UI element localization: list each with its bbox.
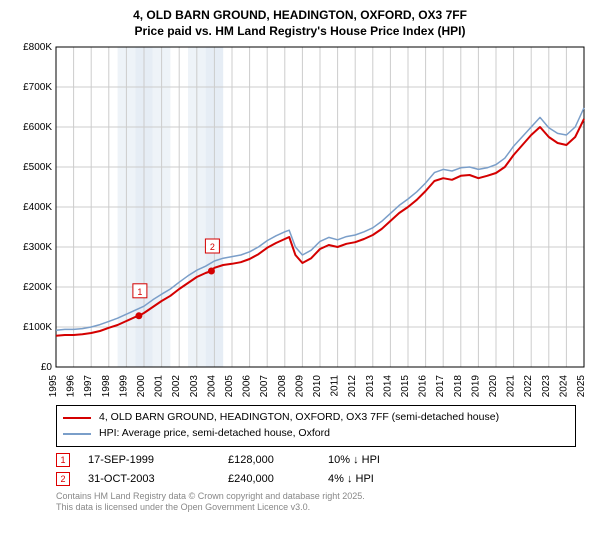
svg-text:£200K: £200K <box>23 282 52 293</box>
svg-text:2024: 2024 <box>558 375 569 398</box>
svg-text:2012: 2012 <box>347 375 358 398</box>
svg-text:2018: 2018 <box>453 375 464 398</box>
svg-text:2002: 2002 <box>171 375 182 398</box>
svg-text:2017: 2017 <box>435 375 446 398</box>
svg-text:£400K: £400K <box>23 202 52 213</box>
svg-text:1995: 1995 <box>48 375 59 398</box>
marker-pct: 10% ↓ HPI <box>328 454 448 466</box>
svg-text:2011: 2011 <box>330 375 341 397</box>
svg-text:2020: 2020 <box>488 375 499 398</box>
svg-text:2006: 2006 <box>242 375 253 398</box>
svg-text:£600K: £600K <box>23 122 52 133</box>
marker-price: £128,000 <box>228 454 328 466</box>
legend-item: 4, OLD BARN GROUND, HEADINGTON, OXFORD, … <box>63 410 569 426</box>
legend-swatch <box>63 433 91 435</box>
title-line-1: 4, OLD BARN GROUND, HEADINGTON, OXFORD, … <box>12 8 588 24</box>
chart-svg: £0 £100K £200K £300K £400K £500K £600K £700K £80… <box>12 43 588 403</box>
svg-text:2004: 2004 <box>206 375 217 398</box>
svg-text:2015: 2015 <box>400 375 411 398</box>
svg-text:2016: 2016 <box>418 375 429 398</box>
svg-text:2019: 2019 <box>470 375 481 398</box>
svg-text:2021: 2021 <box>506 375 517 398</box>
marker-date: 17-SEP-1999 <box>88 454 228 466</box>
svg-text:2000: 2000 <box>136 375 147 398</box>
svg-text:2022: 2022 <box>523 375 534 398</box>
legend-swatch <box>63 417 91 419</box>
marker-price: £240,000 <box>228 473 328 485</box>
svg-text:1999: 1999 <box>118 375 129 398</box>
marker-id-box: 2 <box>56 472 70 486</box>
chart-title: 4, OLD BARN GROUND, HEADINGTON, OXFORD, … <box>12 8 588 39</box>
svg-text:1998: 1998 <box>101 375 112 398</box>
marker-row: 2 31-OCT-2003£240,0004% ↓ HPI <box>56 472 588 486</box>
svg-text:£700K: £700K <box>23 82 52 93</box>
legend-label: 4, OLD BARN GROUND, HEADINGTON, OXFORD, … <box>99 410 499 426</box>
svg-text:2005: 2005 <box>224 375 235 398</box>
chart-plot: £0 £100K £200K £300K £400K £500K £600K £700K £80… <box>12 43 588 403</box>
svg-text:2009: 2009 <box>294 375 305 398</box>
chart-legend: 4, OLD BARN GROUND, HEADINGTON, OXFORD, … <box>56 405 576 447</box>
svg-text:2014: 2014 <box>382 375 393 398</box>
svg-text:2001: 2001 <box>154 375 165 398</box>
credits-line-2: This data is licensed under the Open Gov… <box>56 502 588 513</box>
svg-text:1996: 1996 <box>66 375 77 398</box>
svg-text:2003: 2003 <box>189 375 200 398</box>
event-marker-table: 1 17-SEP-1999£128,00010% ↓ HPI 2 31-OCT-200… <box>56 453 588 486</box>
svg-text:£500K: £500K <box>23 162 52 173</box>
legend-item: HPI: Average price, semi-detached house,… <box>63 426 569 442</box>
legend-label: HPI: Average price, semi-detached house,… <box>99 426 330 442</box>
svg-text:2008: 2008 <box>277 375 288 398</box>
svg-text:2025: 2025 <box>576 375 587 398</box>
svg-text:£300K: £300K <box>23 242 52 253</box>
svg-text:£0: £0 <box>41 362 53 373</box>
svg-text:2: 2 <box>210 242 215 252</box>
svg-text:2010: 2010 <box>312 375 323 398</box>
marker-pct: 4% ↓ HPI <box>328 473 448 485</box>
marker-date: 31-OCT-2003 <box>88 473 228 485</box>
svg-text:1: 1 <box>137 287 142 297</box>
svg-text:2023: 2023 <box>541 375 552 398</box>
credits-line-1: Contains HM Land Registry data © Crown c… <box>56 491 588 502</box>
credits: Contains HM Land Registry data © Crown c… <box>56 491 588 514</box>
svg-text:1997: 1997 <box>83 375 94 398</box>
svg-text:£100K: £100K <box>23 322 52 333</box>
svg-text:2013: 2013 <box>365 375 376 398</box>
title-line-2: Price paid vs. HM Land Registry's House … <box>12 24 588 40</box>
marker-id-box: 1 <box>56 453 70 467</box>
svg-text:2007: 2007 <box>259 375 270 398</box>
svg-text:£800K: £800K <box>23 43 52 53</box>
marker-row: 1 17-SEP-1999£128,00010% ↓ HPI <box>56 453 588 467</box>
